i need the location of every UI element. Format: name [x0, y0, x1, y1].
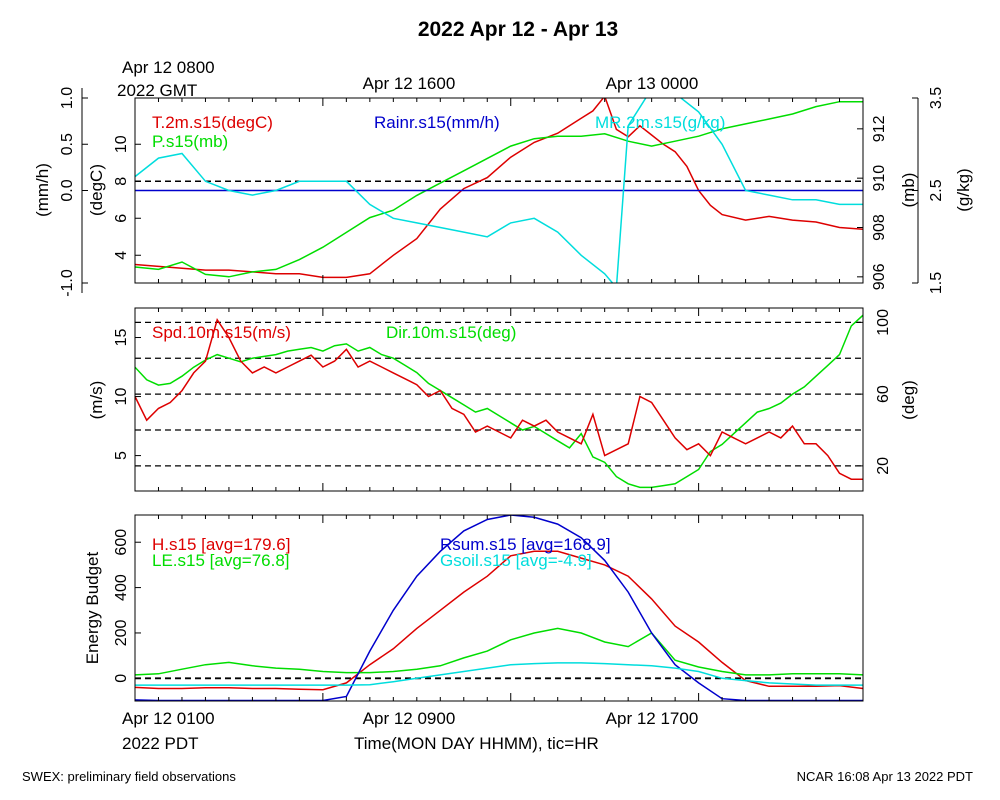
series-line [135, 662, 863, 686]
axis-label-speed: (m/s) [87, 381, 106, 420]
legend-label: H.s15 [avg=179.6] [152, 535, 290, 554]
y-tick-label: 15 [113, 329, 130, 347]
panel-middle: 15 10 5 100 60 20 Spd.10m.s15(m/s) Dir.10m.s15(… [113, 307, 892, 492]
series-line [135, 100, 863, 278]
y-tick-label: 908 [871, 214, 888, 241]
bottom-time-label: Apr 12 0900 [363, 709, 456, 728]
y-tick-label: 200 [113, 620, 130, 647]
legend-label: Rsum.s15 [avg=168.9] [440, 535, 611, 554]
axis-label-direction: (deg) [899, 380, 918, 420]
y-tick-label: 1.5 [928, 272, 945, 294]
y-tick-label: 600 [113, 529, 130, 556]
y-tick-label: 100 [875, 309, 892, 336]
y-tick-label: 400 [113, 574, 130, 601]
panel-top: 1.0 0.5 0.0 -1.0 10 8 6 4 912 910 908 906 3.5 2.5 1.5 T… [59, 87, 945, 297]
series-line [135, 550, 863, 691]
y-tick-label: -1.0 [59, 269, 76, 297]
legend-label: P.s15(mb) [152, 132, 228, 151]
series-line [135, 627, 863, 676]
plot-frame [134, 97, 864, 284]
series-line [135, 98, 863, 279]
y-tick-label: 906 [871, 263, 888, 290]
axis-label-energy: Energy Budget [83, 551, 102, 664]
axis-label-rain: (mm/h) [33, 163, 52, 217]
y-tick-label: 4 [113, 251, 130, 260]
axis-label-temp: (degC) [87, 164, 106, 216]
plot-frame [134, 307, 864, 492]
chart-title: 2022 Apr 12 - Apr 13 [418, 18, 618, 41]
top-time-label: Apr 12 1600 [363, 74, 456, 93]
y-tick-label: 20 [875, 457, 892, 475]
bottom-time-label: 2022 PDT [122, 734, 199, 753]
y-tick-label: 6 [113, 214, 130, 223]
legend-label: Spd.10m.s15(m/s) [152, 323, 291, 342]
legend-label: T.2m.s15(degC) [152, 113, 273, 132]
panel-bottom: 600 400 200 0 H.s15 [avg=179.6]LE.s15 [avg=7… [113, 514, 864, 702]
legend-label: Gsoil.s15 [avg=-4.9] [440, 551, 592, 570]
y-tick-label: 10 [113, 388, 130, 406]
top-time-label: 2022 GMT [117, 81, 197, 100]
y-tick-label: 912 [871, 115, 888, 142]
footer-right: NCAR 16:08 Apr 13 2022 PDT [797, 769, 973, 784]
y-tick-label: 3.5 [928, 87, 945, 109]
y-tick-label: 0 [113, 674, 130, 683]
series-line [135, 318, 863, 480]
series-line [135, 314, 863, 489]
axis-label-mr: (g/kg) [954, 168, 973, 211]
series-group [135, 314, 863, 489]
bottom-time-label: Apr 12 1700 [606, 709, 699, 728]
axis-label-pres: (mb) [899, 173, 918, 208]
y-tick-label: 8 [113, 177, 130, 186]
footer-left: SWEX: preliminary field observations [22, 769, 236, 784]
y-tick-label: 910 [871, 165, 888, 192]
y-tick-label: 0.5 [59, 133, 76, 155]
y-tick-label: 2.5 [928, 179, 945, 201]
legend-label: Dir.10m.s15(deg) [386, 323, 516, 342]
top-time-label: Apr 13 0000 [606, 74, 699, 93]
y-tick-label: 0.0 [59, 179, 76, 201]
bottom-time-label: Apr 12 0100 [122, 709, 215, 728]
x-axis-label: Time(MON DAY HHMM), tic=HR [354, 734, 599, 753]
legend-label: Rainr.s15(mm/h) [374, 113, 500, 132]
series-group [135, 98, 863, 283]
series-line [135, 98, 863, 283]
legend-label: MR.2m.s15(g/kg) [595, 113, 725, 132]
y-tick-label: 1.0 [59, 87, 76, 109]
plot-frame [134, 514, 864, 702]
top-time-label: Apr 12 0800 [122, 58, 215, 77]
legend-label: LE.s15 [avg=76.8] [152, 551, 290, 570]
y-tick-label: 60 [875, 385, 892, 403]
y-tick-label: 5 [113, 451, 130, 460]
y-tick-label: 10 [113, 135, 130, 153]
